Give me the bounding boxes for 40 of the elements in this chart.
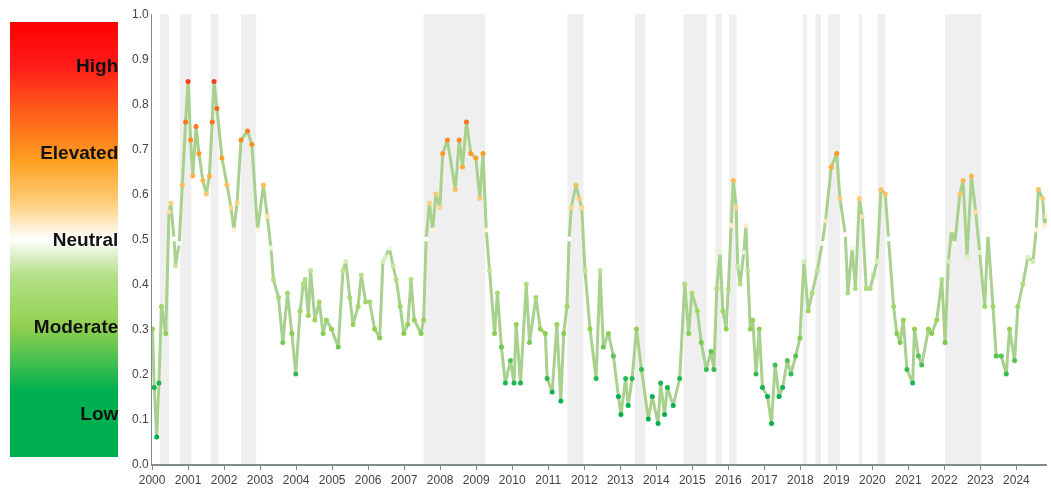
x-tick-label: 2006 <box>354 473 382 488</box>
x-tick-label: 2008 <box>426 473 454 488</box>
x-tick-label: 2011 <box>535 473 562 488</box>
x-tick-label: 2004 <box>282 473 310 488</box>
y-tick-label: 0.9 <box>132 52 150 67</box>
y-tick-label: 0.6 <box>132 187 150 202</box>
x-tick-label: 2012 <box>570 473 598 488</box>
x-tick-label: 2002 <box>210 473 238 488</box>
x-tick-label: 2019 <box>822 473 850 488</box>
x-tick-label: 2023 <box>967 473 995 488</box>
x-tick-label: 2001 <box>174 473 202 488</box>
x-tick-label: 2015 <box>678 473 706 488</box>
y-tick-label: 0.8 <box>132 97 150 112</box>
y-tick-label: 0.1 <box>132 412 150 427</box>
x-tick-label: 2013 <box>606 473 634 488</box>
y-tick-label: 0.5 <box>132 232 150 247</box>
y-tick-label: 0.2 <box>132 367 150 382</box>
x-tick-label: 2021 <box>895 473 923 488</box>
color-bar-label: Neutral <box>52 228 119 250</box>
y-tick-label: 0.7 <box>132 142 150 157</box>
x-tick-label: 2020 <box>858 473 887 488</box>
x-tick-label: 2009 <box>462 473 490 488</box>
x-tick-label: 2007 <box>390 473 418 488</box>
color-bar-label: Moderate <box>33 315 119 337</box>
x-tick-label: 2018 <box>786 473 814 488</box>
y-tick-label: 0.4 <box>132 277 150 292</box>
x-tick-label: 2017 <box>750 473 778 488</box>
color-bar-label: Elevated <box>40 141 119 163</box>
x-tick-label: 2010 <box>498 473 526 488</box>
color-bar-label: High <box>76 54 119 76</box>
x-tick-label: 2016 <box>714 473 742 488</box>
x-tick-label: 2003 <box>246 473 274 488</box>
x-tick-label: 2022 <box>931 473 959 488</box>
x-tick-label: 2000 <box>138 473 166 488</box>
y-tick-label: 0.0 <box>132 457 150 472</box>
y-tick-label: 1.0 <box>132 7 150 22</box>
x-tick-label: 2014 <box>642 473 670 488</box>
x-tick-label: 2005 <box>318 473 346 488</box>
x-tick-label: 2024 <box>1003 473 1031 488</box>
y-tick-label: 0.3 <box>132 322 150 337</box>
